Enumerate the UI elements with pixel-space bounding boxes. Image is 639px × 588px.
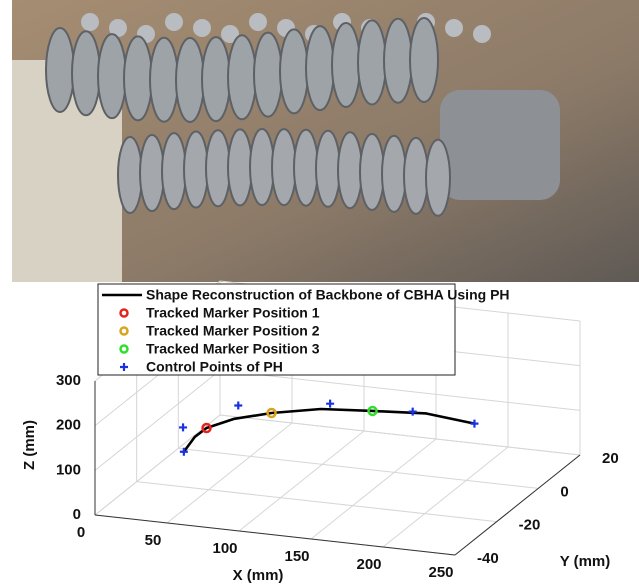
coil-segment (272, 129, 296, 205)
coil-segment (338, 132, 362, 208)
legend-label: Shape Reconstruction of Backbone of CBHA… (146, 287, 510, 303)
tracking-marker (473, 25, 491, 43)
coil-segment (118, 137, 142, 213)
x-tick-label: 250 (428, 564, 453, 581)
x-tick-label: 150 (284, 548, 309, 565)
tracking-marker (445, 19, 463, 37)
coil-segment (250, 129, 274, 205)
z-tick-label: 0 (73, 506, 81, 523)
grid-line (95, 415, 220, 515)
coil-segment (384, 19, 412, 103)
x-tick-label: 100 (212, 540, 237, 557)
coil-segment (316, 131, 340, 207)
grid-line (178, 448, 538, 488)
grid-line (220, 370, 580, 410)
y-tick-label: 20 (602, 450, 619, 467)
coil-segment (46, 28, 74, 112)
control-point (234, 402, 242, 410)
legend-label: Tracked Marker Position 3 (146, 341, 320, 357)
legend-label: Tracked Marker Position 2 (146, 323, 320, 339)
coil-segment (184, 132, 208, 208)
axis-line (455, 455, 580, 555)
x-axis-label: X (mm) (233, 567, 284, 584)
tracking-marker (193, 19, 211, 37)
coil-segment (72, 31, 100, 115)
coil-segment (294, 130, 318, 206)
tracking-marker (81, 13, 99, 31)
coil-segment (360, 134, 384, 210)
z-tick-label: 100 (56, 461, 81, 478)
coil-segment (306, 26, 334, 110)
grid-line (167, 423, 292, 523)
coil-segment (162, 133, 186, 209)
z-tick-label: 300 (56, 372, 81, 389)
legend-label: Tracked Marker Position 1 (146, 305, 320, 321)
tracking-marker (249, 13, 267, 31)
y-tick-label: -20 (519, 517, 541, 534)
coil-segment (254, 33, 282, 117)
coil-segment (98, 34, 126, 118)
grid-line (311, 439, 436, 539)
y-tick-label: 0 (560, 483, 568, 500)
y-tick-label: -40 (477, 550, 499, 567)
figure: Shape Reconstruction of Backbone of CBHA… (0, 0, 639, 588)
plot-area (179, 400, 478, 456)
coil-segment (358, 20, 386, 104)
control-point (470, 420, 478, 428)
robot-photo (12, 0, 639, 282)
coil-segment (176, 38, 204, 122)
coil-segment (150, 38, 178, 122)
grid-line (95, 370, 220, 470)
coil-segment (206, 130, 230, 206)
grid-line (220, 415, 580, 455)
y-axis-label: Y (mm) (560, 553, 611, 570)
coil-segment (426, 140, 450, 216)
coil-segment (404, 138, 428, 214)
coil-segment (124, 36, 152, 120)
grid-line (137, 482, 497, 522)
legend-label: Control Points of PH (146, 359, 283, 375)
grid-line (383, 447, 508, 547)
z-axis-label: Z (mm) (21, 420, 38, 470)
control-point (179, 423, 187, 431)
control-point (326, 400, 334, 408)
tracking-marker (165, 13, 183, 31)
coil-segment (228, 129, 252, 205)
page: {"chart_data": { "type": "line3d", "xlab… (0, 0, 639, 588)
coil-segment (228, 35, 256, 119)
coil-segment (140, 135, 164, 211)
coil-segment (410, 18, 438, 102)
grid-line (239, 431, 364, 531)
x-tick-label: 50 (145, 532, 162, 549)
coil-segment (202, 37, 230, 121)
legend: Shape Reconstruction of Backbone of CBHA… (98, 284, 510, 375)
z-tick-label: 200 (56, 417, 81, 434)
control-point (409, 408, 417, 416)
coil-segment (382, 136, 406, 212)
x-tick-label: 0 (77, 524, 85, 541)
end-effector (440, 90, 560, 200)
coil-segment (332, 23, 360, 107)
coil-segment (280, 29, 308, 113)
x-tick-label: 200 (356, 556, 381, 573)
